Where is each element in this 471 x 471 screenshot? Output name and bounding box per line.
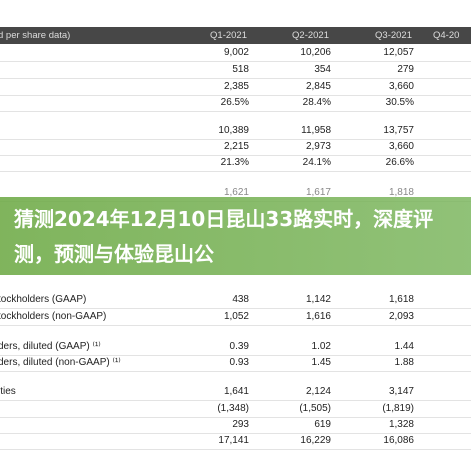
row-separator xyxy=(0,155,471,156)
cell-value: 17,141 xyxy=(218,435,249,446)
cell-value: 2,973 xyxy=(305,141,331,152)
cell-value: 3,147 xyxy=(388,386,414,397)
cell-value: 26.6% xyxy=(385,157,414,168)
cell-value: 16,086 xyxy=(383,435,414,446)
cell-value: 9,002 xyxy=(223,47,249,58)
cell-value: 2,385 xyxy=(223,81,249,92)
banner-title: 猜测2024年12月10日昆山33路实时，深度评测，预测与体验昆山公 xyxy=(14,207,434,266)
cell-value: 0.93 xyxy=(229,357,249,368)
cell-value: 1.44 xyxy=(394,341,414,352)
cell-value: 1.88 xyxy=(394,357,414,368)
cell-value: 1,641 xyxy=(223,386,249,397)
cell-value: 619 xyxy=(314,419,331,430)
cell-value: 1.02 xyxy=(311,341,331,352)
header-cell: Q3-2021 xyxy=(375,30,412,41)
row-separator xyxy=(0,171,471,172)
cell-value: 354 xyxy=(314,64,331,75)
row-label: ities xyxy=(0,386,16,397)
title-banner: 猜测2024年12月10日昆山33路实时，深度评测，预测与体验昆山公 xyxy=(0,197,471,275)
cell-value: 438 xyxy=(232,294,249,305)
cell-value: 3,660 xyxy=(388,81,414,92)
row-separator xyxy=(0,78,471,79)
cell-value: 13,757 xyxy=(383,125,414,136)
row-separator xyxy=(0,449,471,450)
cell-value: 26.5% xyxy=(220,97,249,108)
table-header xyxy=(0,27,471,44)
cell-value: 2,845 xyxy=(305,81,331,92)
cell-value: 0.39 xyxy=(229,341,249,352)
cell-value: 16,229 xyxy=(300,435,331,446)
cell-value: 24.1% xyxy=(302,157,331,168)
row-label: ders, diluted (non-GAAP) ⁽¹⁾ xyxy=(0,357,121,368)
cell-value: 1,052 xyxy=(223,311,249,322)
cell-value: (1,505) xyxy=(299,403,331,414)
row-separator xyxy=(0,139,471,140)
cell-value: 518 xyxy=(232,64,249,75)
cell-value: 279 xyxy=(397,64,414,75)
row-label: ders, diluted (GAAP) ⁽¹⁾ xyxy=(0,341,101,352)
cell-value: 2,124 xyxy=(305,386,331,397)
cell-value: 30.5% xyxy=(385,97,414,108)
row-separator xyxy=(0,95,471,96)
cell-value: 3,660 xyxy=(388,141,414,152)
cell-value: 28.4% xyxy=(302,97,331,108)
cell-value: 1.45 xyxy=(311,357,331,368)
header-cell: d per share data) xyxy=(0,30,71,41)
cell-value: (1,348) xyxy=(217,403,249,414)
row-separator xyxy=(0,433,471,434)
cell-value: 1,616 xyxy=(305,311,331,322)
cell-value: 11,958 xyxy=(301,125,331,136)
cell-value: 21.3% xyxy=(220,157,249,168)
cell-value: 1,818 xyxy=(388,187,414,198)
row-separator xyxy=(0,417,471,418)
cell-value: 293 xyxy=(232,419,249,430)
cell-value: 2,093 xyxy=(388,311,414,322)
cell-value: 10,389 xyxy=(218,125,249,136)
cell-value: 2,215 xyxy=(223,141,249,152)
row-label: tockholders (GAAP) xyxy=(0,294,87,305)
cell-value: 1,617 xyxy=(305,187,331,198)
row-separator xyxy=(0,111,471,112)
cell-value: 1,328 xyxy=(388,419,414,430)
header-cell: Q2-2021 xyxy=(292,30,329,41)
row-label: tockholders (non-GAAP) xyxy=(0,311,107,322)
cell-value: 12,057 xyxy=(383,47,414,58)
row-separator xyxy=(0,355,471,356)
cell-value: (1,819) xyxy=(382,403,414,414)
header-cell: Q4-20 xyxy=(433,30,460,41)
row-separator xyxy=(0,308,471,309)
row-separator xyxy=(0,325,471,326)
row-separator xyxy=(0,400,471,401)
cell-value: 1,618 xyxy=(388,294,414,305)
cell-value: 1,621 xyxy=(223,187,249,198)
cell-value: 1,142 xyxy=(305,294,331,305)
row-separator xyxy=(0,61,471,62)
header-cell: Q1-2021 xyxy=(210,30,247,41)
cell-value: 10,206 xyxy=(300,47,331,58)
row-separator xyxy=(0,371,471,372)
